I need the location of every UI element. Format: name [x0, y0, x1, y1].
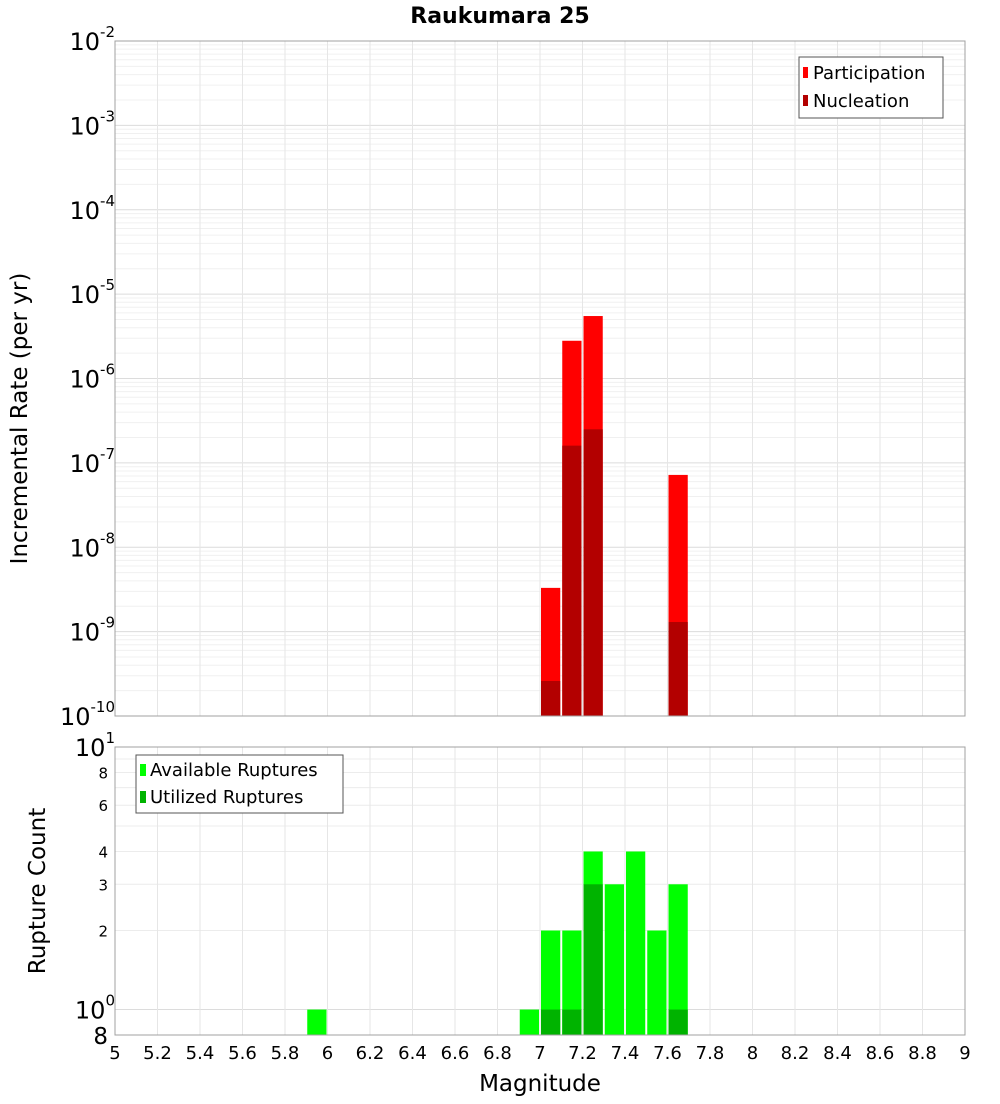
nucleation-bar: [562, 445, 582, 716]
available-ruptures-bars: [307, 851, 688, 1035]
nucleation-bar: [541, 680, 561, 716]
x-tick-label: 5.2: [143, 1043, 172, 1064]
y-tick-label: 10-3: [69, 107, 115, 140]
x-tick-label: 7: [534, 1043, 545, 1064]
x-tick-label: 6.4: [398, 1043, 427, 1064]
x-tick-label: 8.8: [908, 1043, 937, 1064]
x-tick-label: 6.6: [441, 1043, 470, 1064]
y-tick-label: 10-6: [69, 361, 115, 394]
nucleation-bar: [583, 429, 603, 716]
available-ruptures-bar: [541, 930, 561, 1035]
top-plot-border: [114, 40, 966, 717]
bottom-legend: Available Ruptures Utilized Ruptures: [135, 754, 344, 814]
utilized-ruptures-bar: [668, 1009, 688, 1035]
available-ruptures-bar: [307, 1009, 327, 1035]
utilized-ruptures-bars: [541, 884, 688, 1035]
x-tick-label: 7.2: [568, 1043, 597, 1064]
nucleation-bars: [541, 429, 688, 716]
y-tick-label: 10-10: [60, 698, 115, 731]
x-tick-label: 7.6: [653, 1043, 682, 1064]
available-ruptures-bar: [647, 930, 667, 1035]
top-y-axis-label: Incremental Rate (per yr): [7, 273, 33, 565]
available-ruptures-bar: [562, 930, 582, 1035]
legend-label: Utilized Ruptures: [150, 787, 303, 808]
y-tick-label: 10-8: [69, 529, 115, 562]
y-tick-label: 6: [98, 797, 108, 815]
utilized-ruptures-bar: [541, 1009, 561, 1035]
x-tick-label: 8.6: [866, 1043, 895, 1064]
x-tick-label: 5.4: [186, 1043, 215, 1064]
legend-box: [798, 56, 944, 119]
legend-box: [135, 754, 344, 814]
legend-swatch: [803, 67, 808, 78]
top-plot-panel: 10-10 10-9 10-8 10-7 10-6 10-5 10-4 10-3 10-2 Inc…: [7, 23, 966, 731]
y-tick-label: 2: [98, 923, 108, 941]
x-tick-label: 6: [322, 1043, 333, 1064]
x-tick-label: 5: [109, 1043, 120, 1064]
y-tick-label: 10-2: [69, 23, 115, 56]
y-tick-label: 10-9: [69, 614, 115, 647]
available-ruptures-bar: [604, 884, 624, 1035]
x-tick-label: 7.4: [611, 1043, 640, 1064]
available-ruptures-bar: [519, 1009, 539, 1035]
legend-swatch: [140, 764, 146, 776]
utilized-ruptures-bar: [562, 1009, 582, 1035]
chart-title: Raukumara 25: [410, 4, 589, 29]
y-tick-label: 4: [98, 843, 108, 861]
y-tick-label: 10-4: [69, 192, 115, 225]
top-gridlines: [115, 41, 965, 716]
legend-label: Nucleation: [813, 91, 909, 112]
x-tick-label: 8.2: [781, 1043, 810, 1064]
x-tick-label: 7.8: [696, 1043, 725, 1064]
y-tick-label: 101: [75, 729, 115, 762]
utilized-ruptures-bar: [583, 884, 603, 1035]
legend-swatch: [140, 791, 146, 803]
y-tick-label: 8: [98, 764, 108, 782]
x-tick-label: 5.6: [228, 1043, 257, 1064]
bottom-plot-border: [114, 746, 966, 1036]
y-tick-label: 100: [75, 992, 115, 1025]
x-axis-label: Magnitude: [479, 1071, 601, 1097]
x-tick-label: 9: [959, 1043, 970, 1064]
x-tick-labels: 5 5.2 5.4 5.6 5.8 6 6.2 6.4 6.6 6.8 7 7.2 7.4 7.6 7.8 8…: [109, 1043, 970, 1064]
available-ruptures-bar: [668, 884, 688, 1035]
nucleation-bar: [668, 622, 688, 716]
y-tick-label: 8: [93, 1024, 108, 1050]
bottom-y-axis-label: Rupture Count: [25, 808, 51, 974]
y-tick-label: 10-5: [69, 276, 115, 309]
y-tick-label: 3: [98, 876, 108, 894]
legend-swatch: [803, 95, 808, 106]
x-tick-label: 6.2: [356, 1043, 385, 1064]
x-tick-label: 6.8: [483, 1043, 512, 1064]
x-tick-label: 8: [747, 1043, 758, 1064]
legend-label: Participation: [813, 63, 925, 84]
x-tick-label: 8.4: [823, 1043, 852, 1064]
x-tick-label: 5.8: [271, 1043, 300, 1064]
available-ruptures-bar: [626, 851, 646, 1035]
legend-label: Available Ruptures: [150, 760, 318, 781]
y-tick-label: 10-7: [69, 445, 115, 478]
top-y-tick-labels: 10-10 10-9 10-8 10-7 10-6 10-5 10-4 10-3 10-2: [60, 23, 115, 731]
top-legend: Participation Nucleation: [798, 56, 944, 119]
